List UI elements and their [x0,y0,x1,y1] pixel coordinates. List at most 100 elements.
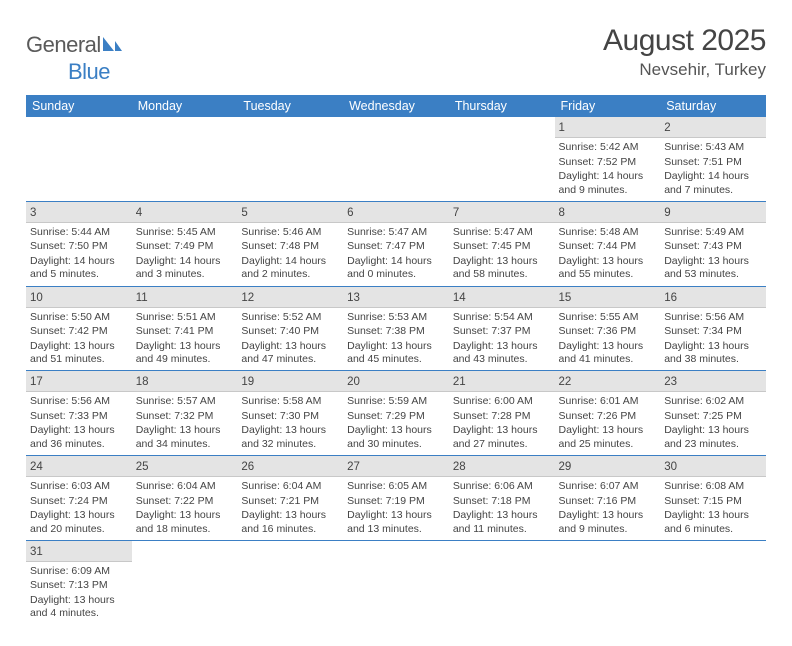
daylight-line: Daylight: 13 hours and 38 minutes. [664,339,762,367]
sunset-line: Sunset: 7:15 PM [664,494,762,508]
daynum-row: 13 [343,287,449,308]
sunrise-line: Sunrise: 6:05 AM [347,479,445,493]
day-number: 2 [664,122,670,134]
daylight-line: Daylight: 13 hours and 6 minutes. [664,508,762,536]
sunset-line: Sunset: 7:19 PM [347,494,445,508]
sunset-line: Sunset: 7:49 PM [136,239,234,253]
day-cell: 19Sunrise: 5:58 AMSunset: 7:30 PMDayligh… [237,371,343,455]
weekday-header: Saturday [660,95,766,117]
empty-cell [237,540,343,624]
month-title: August 2025 [603,24,766,58]
day-cell: 4Sunrise: 5:45 AMSunset: 7:49 PMDaylight… [132,201,238,285]
day-cell: 24Sunrise: 6:03 AMSunset: 7:24 PMDayligh… [26,456,132,540]
daynum-row: 14 [449,287,555,308]
day-cell: 11Sunrise: 5:51 AMSunset: 7:41 PMDayligh… [132,286,238,370]
day-number: 11 [136,292,148,304]
sunset-line: Sunset: 7:28 PM [453,409,551,423]
daynum-row: 4 [132,202,238,223]
day-number: 27 [347,461,360,473]
daynum-row: 30 [660,456,766,477]
daylight-line: Daylight: 13 hours and 9 minutes. [559,508,657,536]
daylight-line: Daylight: 13 hours and 55 minutes. [559,254,657,282]
sunset-line: Sunset: 7:16 PM [559,494,657,508]
daylight-line: Daylight: 14 hours and 2 minutes. [241,254,339,282]
sunset-line: Sunset: 7:51 PM [664,155,762,169]
sunset-line: Sunset: 7:21 PM [241,494,339,508]
logo: GeneralBlue [26,24,123,85]
empty-cell [449,117,555,201]
day-number: 9 [664,207,670,219]
day-cell: 28Sunrise: 6:06 AMSunset: 7:18 PMDayligh… [449,456,555,540]
calendar-page: GeneralBlue August 2025 Nevsehir, Turkey… [0,0,792,625]
weekday-header: Thursday [449,95,555,117]
daylight-line: Daylight: 13 hours and 53 minutes. [664,254,762,282]
day-number: 3 [30,207,36,219]
sunrise-line: Sunrise: 5:51 AM [136,310,234,324]
week-row: 3Sunrise: 5:44 AMSunset: 7:50 PMDaylight… [26,201,766,285]
week-row: 17Sunrise: 5:56 AMSunset: 7:33 PMDayligh… [26,371,766,455]
daynum-row: 27 [343,456,449,477]
weekday-header: Tuesday [237,95,343,117]
day-number: 21 [453,376,466,388]
daylight-line: Daylight: 13 hours and 58 minutes. [453,254,551,282]
day-number: 12 [241,292,254,304]
daylight-line: Daylight: 14 hours and 0 minutes. [347,254,445,282]
daynum-row: 6 [343,202,449,223]
daylight-line: Daylight: 13 hours and 4 minutes. [30,593,128,621]
day-cell: 8Sunrise: 5:48 AMSunset: 7:44 PMDaylight… [555,201,661,285]
day-cell: 7Sunrise: 5:47 AMSunset: 7:45 PMDaylight… [449,201,555,285]
day-number: 20 [347,376,360,388]
sunrise-line: Sunrise: 5:58 AM [241,394,339,408]
daylight-line: Daylight: 13 hours and 18 minutes. [136,508,234,536]
day-cell: 30Sunrise: 6:08 AMSunset: 7:15 PMDayligh… [660,456,766,540]
sunrise-line: Sunrise: 5:47 AM [347,225,445,239]
day-cell: 22Sunrise: 6:01 AMSunset: 7:26 PMDayligh… [555,371,661,455]
daylight-line: Daylight: 13 hours and 49 minutes. [136,339,234,367]
day-number: 16 [664,292,677,304]
sunset-line: Sunset: 7:26 PM [559,409,657,423]
daylight-line: Daylight: 13 hours and 25 minutes. [559,423,657,451]
day-number: 6 [347,207,353,219]
day-cell: 21Sunrise: 6:00 AMSunset: 7:28 PMDayligh… [449,371,555,455]
day-cell: 14Sunrise: 5:54 AMSunset: 7:37 PMDayligh… [449,286,555,370]
daylight-line: Daylight: 13 hours and 16 minutes. [241,508,339,536]
day-number: 18 [136,376,149,388]
sunset-line: Sunset: 7:13 PM [30,578,128,592]
day-cell: 25Sunrise: 6:04 AMSunset: 7:22 PMDayligh… [132,456,238,540]
sunset-line: Sunset: 7:22 PM [136,494,234,508]
daylight-line: Daylight: 13 hours and 43 minutes. [453,339,551,367]
day-cell: 12Sunrise: 5:52 AMSunset: 7:40 PMDayligh… [237,286,343,370]
logo-text: GeneralBlue [26,32,123,85]
sunset-line: Sunset: 7:24 PM [30,494,128,508]
daynum-row: 15 [555,287,661,308]
daylight-line: Daylight: 13 hours and 41 minutes. [559,339,657,367]
empty-cell [660,540,766,624]
daynum-row: 8 [555,202,661,223]
day-number: 26 [241,461,254,473]
sunrise-line: Sunrise: 5:47 AM [453,225,551,239]
daynum-row: 10 [26,287,132,308]
sunrise-line: Sunrise: 5:57 AM [136,394,234,408]
sunrise-line: Sunrise: 5:52 AM [241,310,339,324]
daynum-row: 3 [26,202,132,223]
daylight-line: Daylight: 13 hours and 30 minutes. [347,423,445,451]
day-cell: 16Sunrise: 5:56 AMSunset: 7:34 PMDayligh… [660,286,766,370]
day-details: Sunrise: 6:09 AMSunset: 7:13 PMDaylight:… [26,562,132,646]
empty-cell [343,117,449,201]
daylight-line: Daylight: 14 hours and 3 minutes. [136,254,234,282]
day-cell: 3Sunrise: 5:44 AMSunset: 7:50 PMDaylight… [26,201,132,285]
day-cell: 31Sunrise: 6:09 AMSunset: 7:13 PMDayligh… [26,540,132,624]
sunrise-line: Sunrise: 5:46 AM [241,225,339,239]
daynum-row: 11 [132,287,238,308]
daylight-line: Daylight: 13 hours and 32 minutes. [241,423,339,451]
sunrise-line: Sunrise: 6:01 AM [559,394,657,408]
daynum-row: 12 [237,287,343,308]
daynum-row: 23 [660,371,766,392]
daylight-line: Daylight: 13 hours and 36 minutes. [30,423,128,451]
daylight-line: Daylight: 14 hours and 7 minutes. [664,169,762,197]
day-number: 29 [559,461,572,473]
sunset-line: Sunset: 7:42 PM [30,324,128,338]
daynum-row: 31 [26,541,132,562]
daynum-row: 5 [237,202,343,223]
daynum-row: 25 [132,456,238,477]
